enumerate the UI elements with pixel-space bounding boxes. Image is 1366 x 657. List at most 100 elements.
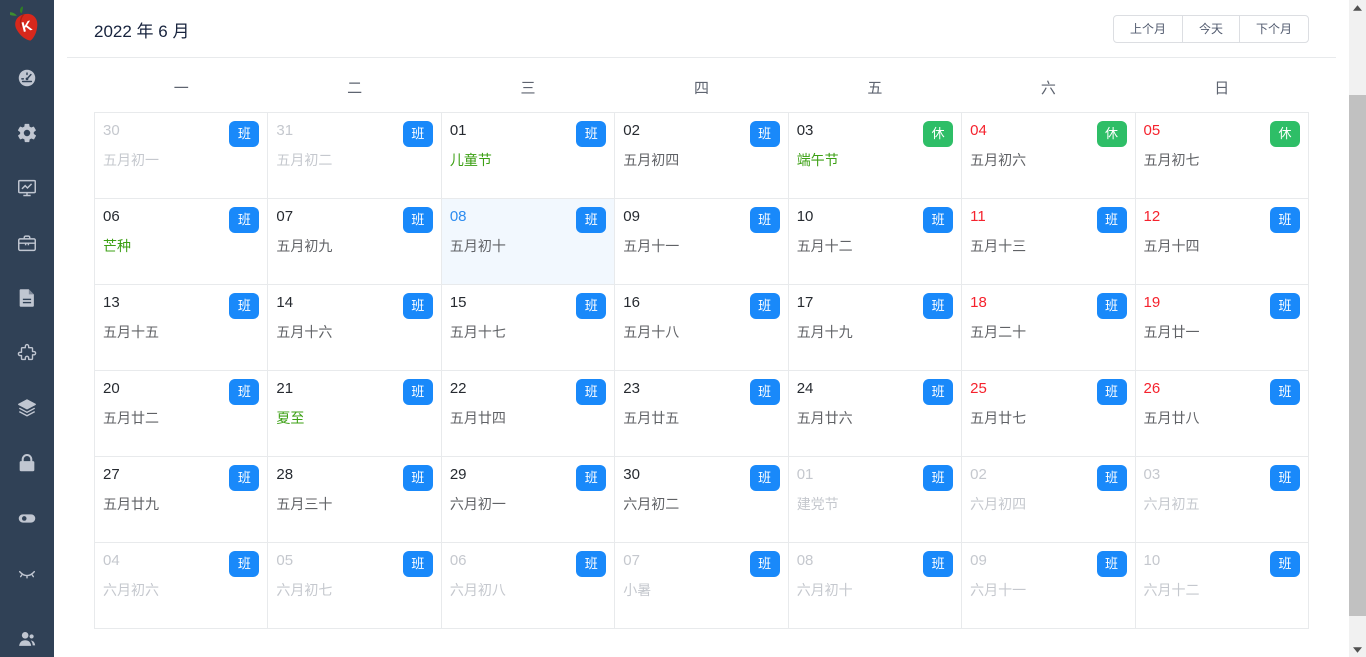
calendar-cell[interactable]: 10 班六月十二 xyxy=(1134,542,1310,630)
users-icon[interactable] xyxy=(16,628,38,650)
calendar-cell[interactable]: 15 班五月十七 xyxy=(440,284,616,372)
lunar-label: 五月廿六 xyxy=(796,410,853,427)
calendar-cell[interactable]: 23 班五月廿五 xyxy=(614,370,789,458)
lunar-label: 五月廿七 xyxy=(970,410,1027,427)
day-number: 12 xyxy=(1143,208,1161,226)
calendar-cell[interactable]: 28 班五月三十 xyxy=(267,456,442,544)
workday-badge: 班 xyxy=(923,293,954,320)
workday-badge: 班 xyxy=(1270,207,1300,234)
workday-badge: 班 xyxy=(749,465,780,492)
day-number: 25 xyxy=(970,380,987,398)
workday-badge: 班 xyxy=(1096,465,1127,492)
calendar-cell[interactable]: 05 班六月初七 xyxy=(267,542,442,630)
prev-month-button[interactable]: 上个月 xyxy=(1112,15,1183,44)
calendar-week-row: 04 班六月初六 05 班六月初七 06 班六月初八 07 班小暑 08 班六月初十 09 班六月十一… xyxy=(93,542,1310,630)
vertical-scrollbar[interactable] xyxy=(1349,0,1366,657)
lunar-label: 五月十八 xyxy=(623,324,680,341)
calendar-cell[interactable]: 26 班五月廿八 xyxy=(1134,370,1310,458)
gear-icon[interactable] xyxy=(16,122,38,144)
calendar-cell[interactable]: 13 班五月十五 xyxy=(93,284,269,372)
day-number: 09 xyxy=(623,208,640,226)
day-number: 10 xyxy=(796,208,814,226)
today-button[interactable]: 今天 xyxy=(1181,15,1240,44)
calendar-cell[interactable]: 07 班小暑 xyxy=(614,542,789,630)
lock-icon[interactable] xyxy=(16,452,38,474)
workday-badge: 班 xyxy=(923,207,954,234)
day-number: 30 xyxy=(103,122,120,140)
day-number: 02 xyxy=(623,122,640,140)
lunar-label: 五月三十 xyxy=(276,496,333,513)
chart-monitor-icon[interactable] xyxy=(16,177,38,199)
scroll-down-arrow-icon[interactable] xyxy=(1349,642,1366,657)
calendar-cell[interactable]: 24 班五月廿六 xyxy=(787,370,963,458)
day-number: 18 xyxy=(970,294,987,312)
day-number: 11 xyxy=(970,208,986,226)
calendar-cell[interactable]: 16 班五月十八 xyxy=(614,284,789,372)
day-number: 30 xyxy=(623,466,640,484)
calendar-cell[interactable]: 27 班五月廿九 xyxy=(93,456,269,544)
calendar-cell[interactable]: 08 班六月初十 xyxy=(787,542,963,630)
calendar-cell[interactable]: 03 班六月初五 xyxy=(1134,456,1310,544)
workday-badge: 班 xyxy=(1096,207,1127,234)
calendar-cell[interactable]: 12 班五月十四 xyxy=(1134,198,1310,286)
lunar-label: 五月二十 xyxy=(970,324,1027,341)
calendar-cell[interactable]: 30 班六月初二 xyxy=(614,456,789,544)
sidebar: K xyxy=(0,0,54,657)
calendar-cell[interactable]: 09 班六月十一 xyxy=(961,542,1136,630)
calendar-cell[interactable]: 02 班五月初四 xyxy=(614,112,789,200)
workday-badge: 班 xyxy=(402,465,433,492)
calendar-cell[interactable]: 10 班五月十二 xyxy=(787,198,963,286)
document-icon[interactable] xyxy=(16,287,38,309)
app-logo[interactable]: K xyxy=(7,0,44,54)
workday-badge: 班 xyxy=(576,465,607,492)
calendar-cell[interactable]: 25 班五月廿七 xyxy=(961,370,1136,458)
calendar-cell[interactable]: 07 班五月初九 xyxy=(267,198,442,286)
calendar-cell[interactable]: 05 休五月初七 xyxy=(1134,112,1310,200)
lunar-label: 五月初九 xyxy=(276,238,333,255)
layers-icon[interactable] xyxy=(16,397,38,419)
calendar-cell[interactable]: 30 班五月初一 xyxy=(93,112,269,200)
calendar-cell[interactable]: 19 班五月廿一 xyxy=(1134,284,1310,372)
calendar-cell[interactable]: 08 班五月初十 xyxy=(440,198,616,286)
workday-badge: 班 xyxy=(749,121,780,148)
calendar-cell[interactable]: 29 班六月初一 xyxy=(440,456,616,544)
lunar-label: 建党节 xyxy=(796,496,839,513)
calendar-cell[interactable]: 02 班六月初四 xyxy=(961,456,1136,544)
scrollbar-thumb[interactable] xyxy=(1349,95,1366,616)
weekday-header: 一 xyxy=(173,80,189,98)
day-number: 04 xyxy=(970,122,987,140)
calendar-cell[interactable]: 09 班五月十一 xyxy=(614,198,789,286)
calendar-cell[interactable]: 01 班建党节 xyxy=(787,456,963,544)
calendar-cell[interactable]: 11 班五月十三 xyxy=(961,198,1136,286)
calendar-cell[interactable]: 06 班芒种 xyxy=(93,198,269,286)
next-month-button[interactable]: 下个月 xyxy=(1238,15,1309,44)
dashboard-icon[interactable] xyxy=(16,67,38,89)
calendar-cell[interactable]: 18 班五月二十 xyxy=(961,284,1136,372)
briefcase-icon[interactable] xyxy=(16,232,38,254)
puzzle-icon[interactable] xyxy=(16,342,38,364)
workday-badge: 班 xyxy=(402,293,433,320)
lunar-label: 六月初五 xyxy=(1143,496,1200,513)
calendar-cell[interactable]: 21 班夏至 xyxy=(267,370,442,458)
calendar-cell[interactable]: 04 休五月初六 xyxy=(961,112,1136,200)
lunar-label: 五月廿二 xyxy=(103,410,159,427)
calendar-cell[interactable]: 03 休端午节 xyxy=(787,112,963,200)
main-content: 2022 年 6 月 上个月 今天 下个月 一二三四五六日 30 班五月初一 31 班… xyxy=(54,0,1349,657)
calendar-cell[interactable]: 17 班五月十九 xyxy=(787,284,963,372)
workday-badge: 班 xyxy=(402,121,433,148)
workday-badge: 班 xyxy=(923,551,954,578)
scroll-up-arrow-icon[interactable] xyxy=(1349,0,1366,15)
calendar-cell[interactable]: 01 班儿童节 xyxy=(440,112,616,200)
day-number: 31 xyxy=(276,122,294,140)
calendar-cell[interactable]: 06 班六月初八 xyxy=(440,542,616,630)
toggle-icon[interactable] xyxy=(16,507,38,529)
calendar-cell[interactable]: 22 班五月廿四 xyxy=(440,370,616,458)
calendar-cell[interactable]: 31 班五月初二 xyxy=(267,112,442,200)
eye-off-icon[interactable] xyxy=(16,562,38,584)
day-number: 14 xyxy=(276,294,294,312)
calendar-cell[interactable]: 14 班五月十六 xyxy=(267,284,442,372)
day-number: 13 xyxy=(103,294,120,312)
calendar-cell[interactable]: 20 班五月廿二 xyxy=(93,370,269,458)
calendar-cell[interactable]: 04 班六月初六 xyxy=(93,542,269,630)
lunar-label: 小暑 xyxy=(623,582,652,599)
